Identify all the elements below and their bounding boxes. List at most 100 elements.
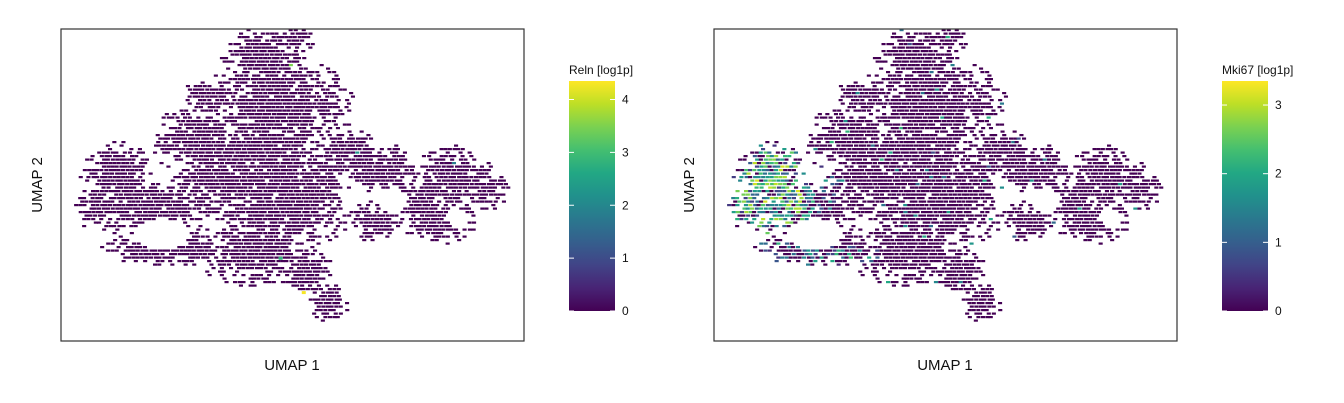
umap-bin bbox=[304, 221, 309, 224]
umap-bin bbox=[267, 260, 272, 263]
umap-bin bbox=[867, 200, 872, 203]
umap-bin bbox=[226, 81, 231, 84]
umap-bin bbox=[834, 134, 839, 137]
umap-bin bbox=[823, 186, 828, 189]
umap-bin bbox=[140, 158, 145, 161]
umap-bin bbox=[1122, 155, 1127, 158]
umap-bin bbox=[364, 172, 369, 175]
umap-bin bbox=[980, 71, 985, 74]
umap-bin bbox=[836, 144, 841, 147]
umap-bin bbox=[363, 165, 368, 168]
umap-bin bbox=[297, 204, 302, 207]
umap-bin bbox=[201, 193, 206, 196]
umap-bin bbox=[946, 141, 951, 144]
umap-bin bbox=[1021, 165, 1026, 168]
umap-bin bbox=[916, 134, 921, 137]
umap-bin bbox=[985, 148, 990, 151]
umap-bin bbox=[297, 232, 302, 235]
umap-bin bbox=[918, 123, 923, 126]
umap-bin bbox=[941, 148, 946, 151]
umap-bin bbox=[207, 85, 212, 88]
umap-bin bbox=[331, 309, 336, 312]
umap-bin bbox=[332, 113, 337, 116]
umap-bin bbox=[322, 113, 327, 116]
umap-bin bbox=[1047, 151, 1052, 154]
umap-bin bbox=[922, 67, 927, 70]
umap-bin bbox=[249, 127, 254, 130]
umap-bin bbox=[234, 193, 239, 196]
umap-bin bbox=[1021, 200, 1026, 203]
umap-bin bbox=[978, 88, 983, 91]
umap-bin bbox=[305, 99, 310, 102]
umap-bin bbox=[1008, 137, 1013, 140]
umap-bin bbox=[986, 144, 991, 147]
umap-bin bbox=[860, 106, 865, 109]
umap-bin bbox=[958, 190, 963, 193]
umap-bin bbox=[238, 242, 243, 245]
umap-bin bbox=[198, 197, 203, 200]
umap-bin bbox=[883, 53, 888, 56]
umap-bin bbox=[282, 214, 287, 217]
umap-bin bbox=[1008, 144, 1013, 147]
umap-bin bbox=[328, 309, 333, 312]
umap-bin bbox=[1052, 158, 1057, 161]
umap-bin bbox=[960, 116, 965, 119]
umap-bin bbox=[232, 162, 237, 165]
umap-bin bbox=[329, 102, 334, 105]
umap-bin bbox=[986, 193, 991, 196]
umap-bin bbox=[277, 214, 282, 217]
umap-bin bbox=[986, 179, 991, 182]
umap-bin bbox=[282, 200, 287, 203]
umap-bin bbox=[763, 172, 768, 175]
umap-bin bbox=[314, 127, 319, 130]
umap-bin bbox=[376, 207, 381, 210]
umap-bin bbox=[274, 88, 279, 91]
umap-bin bbox=[294, 256, 299, 259]
umap-bin bbox=[314, 176, 319, 179]
umap-bin bbox=[207, 106, 212, 109]
umap-bin bbox=[1123, 197, 1128, 200]
umap-bin bbox=[1045, 148, 1050, 151]
umap-bin bbox=[411, 221, 416, 224]
umap-bin bbox=[276, 176, 281, 179]
umap-bin bbox=[874, 158, 879, 161]
umap-bin bbox=[887, 88, 892, 91]
umap-bin bbox=[388, 169, 393, 172]
umap-bin bbox=[851, 197, 856, 200]
umap-bin bbox=[887, 193, 892, 196]
umap-bin bbox=[313, 200, 318, 203]
umap-bin bbox=[299, 228, 304, 231]
umap-bin bbox=[366, 190, 371, 193]
umap-bin bbox=[278, 179, 283, 182]
umap-bin bbox=[851, 141, 856, 144]
umap-bin bbox=[413, 176, 418, 179]
umap-bin bbox=[136, 214, 141, 217]
umap-bin bbox=[988, 85, 993, 88]
umap-bin bbox=[901, 39, 906, 42]
umap-bin bbox=[237, 155, 242, 158]
umap-bin bbox=[250, 204, 255, 207]
umap-bin bbox=[782, 197, 787, 200]
umap-bin bbox=[325, 95, 330, 98]
umap-bin bbox=[486, 169, 491, 172]
umap-bin bbox=[282, 74, 287, 77]
umap-bin bbox=[287, 207, 292, 210]
umap-bin bbox=[845, 109, 850, 112]
umap-bin bbox=[207, 253, 212, 256]
umap-bin bbox=[222, 172, 227, 175]
umap-bin bbox=[492, 186, 497, 189]
umap-bin bbox=[856, 120, 861, 123]
umap-bin bbox=[132, 193, 137, 196]
umap-bin bbox=[937, 148, 942, 151]
umap-bin bbox=[842, 162, 847, 165]
umap-bin bbox=[1013, 151, 1018, 154]
umap-bin bbox=[207, 155, 212, 158]
umap-bin bbox=[470, 169, 475, 172]
umap-bin bbox=[944, 144, 949, 147]
umap-bin bbox=[200, 235, 205, 238]
umap-bin bbox=[435, 169, 440, 172]
umap-bin bbox=[847, 106, 852, 109]
umap-bin bbox=[362, 176, 367, 179]
umap-bin bbox=[916, 197, 921, 200]
umap-bin bbox=[380, 221, 385, 224]
